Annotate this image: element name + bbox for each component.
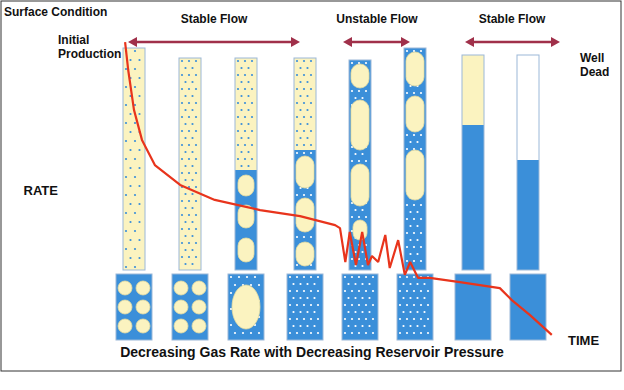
svg-text:Stable Flow: Stable Flow bbox=[479, 12, 546, 26]
svg-text:Decreasing Gas Rate with Decre: Decreasing Gas Rate with Decreasing Rese… bbox=[120, 344, 504, 360]
svg-text:Unstable Flow: Unstable Flow bbox=[336, 12, 418, 26]
svg-text:Dead: Dead bbox=[580, 65, 609, 79]
svg-text:TIME: TIME bbox=[568, 333, 599, 348]
svg-text:Surface Condition: Surface Condition bbox=[4, 5, 107, 19]
svg-text:Production: Production bbox=[58, 47, 121, 61]
svg-text:Initial: Initial bbox=[58, 33, 89, 47]
svg-text:Well: Well bbox=[580, 51, 604, 65]
svg-text:RATE: RATE bbox=[24, 183, 59, 198]
svg-text:Stable Flow: Stable Flow bbox=[181, 12, 248, 26]
